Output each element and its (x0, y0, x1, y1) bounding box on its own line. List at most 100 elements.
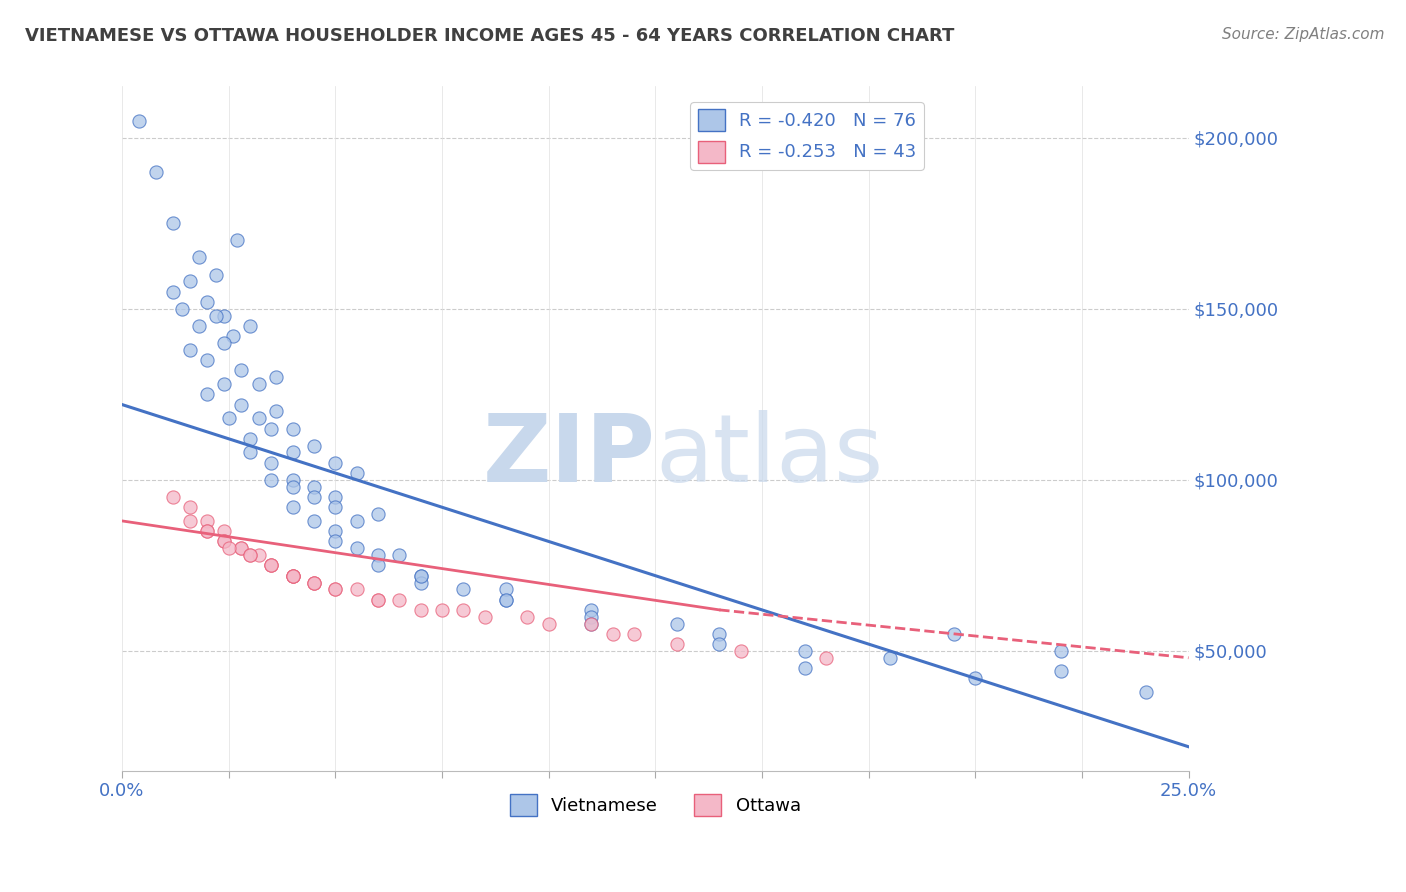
Point (581, 616, 603, 631)
Point (409, 568, 432, 582)
Point (218, 411, 240, 425)
Point (388, 592, 411, 607)
Point (665, 616, 688, 631)
Point (239, 548, 262, 562)
Point (205, 309, 228, 323)
Point (239, 432, 262, 446)
Point (214, 309, 236, 323)
Point (214, 534, 236, 549)
Point (187, 318, 209, 333)
Point (205, 268, 228, 282)
Point (179, 274, 201, 288)
Point (302, 575, 325, 590)
Point (264, 404, 287, 418)
Point (581, 616, 603, 631)
Point (187, 251, 209, 265)
Point (709, 627, 731, 641)
Point (260, 473, 283, 487)
Point (325, 582, 347, 597)
Point (281, 568, 304, 582)
Point (367, 548, 389, 562)
Point (516, 609, 538, 624)
Point (325, 582, 347, 597)
Point (214, 377, 236, 392)
Point (162, 216, 184, 230)
Point (581, 609, 603, 624)
Point (239, 548, 262, 562)
Point (281, 473, 304, 487)
Point (388, 548, 411, 562)
Point (965, 671, 987, 685)
Point (214, 336, 236, 351)
Point (1049, 644, 1071, 658)
Point (942, 627, 965, 641)
Point (325, 500, 347, 515)
Point (226, 233, 249, 247)
Point (247, 548, 270, 562)
Point (581, 603, 603, 617)
Point (495, 592, 517, 607)
Point (260, 558, 283, 573)
Point (247, 411, 270, 425)
Point (162, 285, 184, 299)
Point (281, 568, 304, 582)
Point (195, 514, 218, 528)
Text: atlas: atlas (655, 410, 883, 502)
Point (367, 558, 389, 573)
Point (1135, 685, 1157, 699)
Point (537, 616, 560, 631)
Point (730, 644, 752, 658)
Point (128, 113, 150, 128)
Point (325, 524, 347, 538)
Point (264, 370, 287, 384)
Point (325, 456, 347, 470)
Point (453, 582, 475, 597)
Point (367, 507, 389, 521)
Point (179, 500, 201, 515)
Point (218, 541, 240, 556)
Point (195, 524, 218, 538)
Text: Source: ZipAtlas.com: Source: ZipAtlas.com (1222, 27, 1385, 42)
Point (260, 456, 283, 470)
Point (793, 661, 815, 675)
Point (409, 603, 432, 617)
Point (231, 398, 253, 412)
Point (260, 558, 283, 573)
Point (239, 445, 262, 459)
Point (325, 534, 347, 549)
Point (409, 568, 432, 582)
Point (239, 318, 262, 333)
Point (214, 534, 236, 549)
Point (281, 445, 304, 459)
Point (409, 575, 432, 590)
Point (179, 514, 201, 528)
Point (367, 592, 389, 607)
Point (325, 490, 347, 504)
Point (346, 541, 368, 556)
Point (281, 421, 304, 435)
Legend: Vietnamese, Ottawa: Vietnamese, Ottawa (502, 787, 808, 823)
Point (602, 627, 624, 641)
Point (495, 592, 517, 607)
Point (247, 377, 270, 392)
Point (346, 582, 368, 597)
Point (709, 637, 731, 651)
Text: ZIP: ZIP (482, 410, 655, 502)
Point (793, 644, 815, 658)
Point (195, 524, 218, 538)
Point (879, 650, 901, 665)
Point (346, 514, 368, 528)
Point (474, 609, 496, 624)
Point (260, 421, 283, 435)
Point (260, 558, 283, 573)
Point (214, 524, 236, 538)
Point (281, 568, 304, 582)
Point (281, 568, 304, 582)
Point (495, 582, 517, 597)
Point (1049, 665, 1071, 679)
Point (222, 329, 245, 343)
Point (145, 165, 167, 179)
Point (302, 480, 325, 494)
Point (195, 387, 218, 401)
Point (665, 637, 688, 651)
